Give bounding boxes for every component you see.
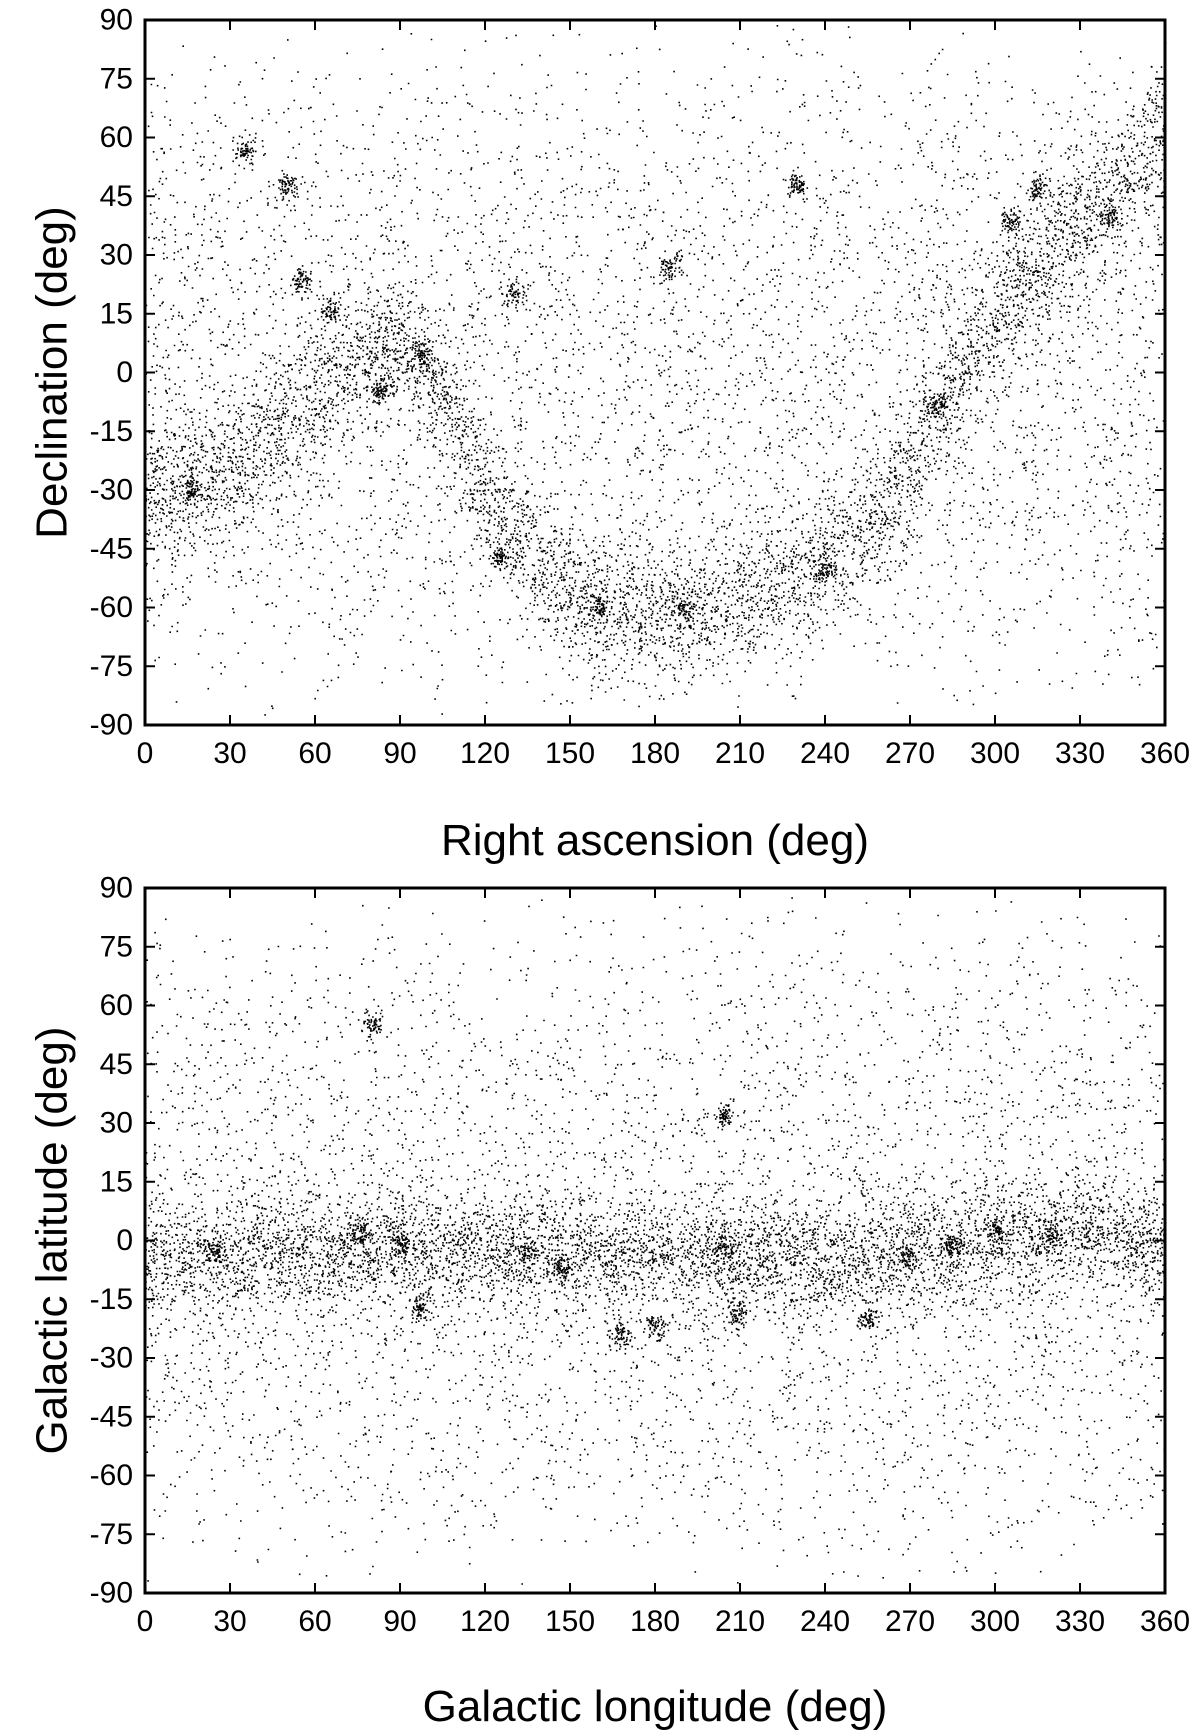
- y-tick-label: 75: [100, 930, 133, 963]
- y-tick-label: -45: [90, 1400, 133, 1433]
- x-tick-label: 60: [298, 1605, 331, 1638]
- equatorial-x-axis-title: Right ascension (deg): [441, 816, 869, 865]
- x-tick-label: 90: [383, 1605, 416, 1638]
- y-tick-label: 15: [100, 1165, 133, 1198]
- x-tick-label: 360: [1140, 1605, 1190, 1638]
- galactic-x-axis-title: Galactic longitude (deg): [423, 1682, 888, 1731]
- x-tick-label: 120: [460, 737, 510, 770]
- x-tick-label: 210: [715, 1605, 765, 1638]
- x-tick-label: 180: [630, 1605, 680, 1638]
- x-tick-label: 330: [1055, 1605, 1105, 1638]
- y-tick-label: 30: [100, 239, 133, 272]
- x-tick-label: 210: [715, 737, 765, 770]
- y-tick-label: 30: [100, 1107, 133, 1140]
- y-tick-label: 15: [100, 297, 133, 330]
- x-tick-label: 180: [630, 737, 680, 770]
- y-tick-label: -60: [90, 1459, 133, 1492]
- y-tick-label: 45: [100, 1048, 133, 1081]
- y-tick-label: 60: [100, 121, 133, 154]
- equatorial-plot-frame: [143, 18, 1167, 727]
- x-tick-label: 270: [885, 1605, 935, 1638]
- x-tick-label: 330: [1055, 737, 1105, 770]
- y-tick-label: -15: [90, 1283, 133, 1316]
- galactic-x-ticks: 0 30 60 90 120 150 180 210 240 270 300 330 360: [137, 888, 1190, 1638]
- y-tick-label: -30: [90, 474, 133, 507]
- x-tick-label: 120: [460, 1605, 510, 1638]
- x-tick-label: 0: [137, 737, 154, 770]
- x-tick-label: 270: [885, 737, 935, 770]
- x-tick-label: 150: [545, 1605, 595, 1638]
- y-tick-label: -15: [90, 415, 133, 448]
- y-tick-label: 90: [100, 872, 133, 905]
- equatorial-y-axis-title: Declination (deg): [28, 206, 77, 539]
- equatorial-x-ticks: 0 30 60 90 120 150 180 210 240 270 300 330 360: [137, 20, 1190, 770]
- y-tick-label: -90: [90, 709, 133, 742]
- galactic-y-ticks: -90 -75 -60 -45 -30 -15 0 15 30 45 60 75 90: [90, 872, 1165, 1610]
- y-tick-label: 75: [100, 62, 133, 95]
- x-tick-label: 240: [800, 737, 850, 770]
- equatorial-data-points: [145, 25, 1167, 716]
- x-tick-label: 360: [1140, 737, 1190, 770]
- y-tick-label: -45: [90, 532, 133, 565]
- x-tick-label: 240: [800, 1605, 850, 1638]
- y-tick-label: 60: [100, 989, 133, 1022]
- y-tick-label: 45: [100, 180, 133, 213]
- y-tick-label: -60: [90, 591, 133, 624]
- x-tick-label: 30: [213, 1605, 246, 1638]
- equatorial-panel: 0 30 60 90 120 150 180 210 240 270 300 330 360 -90-7…: [28, 4, 1191, 866]
- x-tick-label: 300: [970, 1605, 1020, 1638]
- x-tick-label: 0: [137, 1605, 154, 1638]
- x-tick-label: 150: [545, 737, 595, 770]
- y-tick-label: 0: [116, 1224, 133, 1257]
- x-tick-label: 300: [970, 737, 1020, 770]
- scatter-points: [145, 25, 1167, 716]
- y-tick-label: -75: [90, 1518, 133, 1551]
- y-tick-label: -90: [90, 1577, 133, 1610]
- y-tick-label: 90: [100, 4, 133, 37]
- y-tick-label: 0: [116, 356, 133, 389]
- y-tick-label: -30: [90, 1342, 133, 1375]
- x-tick-label: 60: [298, 737, 331, 770]
- x-tick-label: 90: [383, 737, 416, 770]
- x-tick-label: 30: [213, 737, 246, 770]
- galactic-y-axis-title: Galactic latitude (deg): [28, 1027, 77, 1455]
- y-tick-label: -75: [90, 650, 133, 683]
- equatorial-y-ticks: -90 -75 -60 -45 -30 -15 0 15 30 45 60 75 90: [90, 4, 1165, 742]
- galactic-plot-frame: [143, 886, 1167, 1595]
- galactic-panel: 0 30 60 90 120 150 180 210 240 270 300 330 360 -90-7…: [28, 872, 1191, 1732]
